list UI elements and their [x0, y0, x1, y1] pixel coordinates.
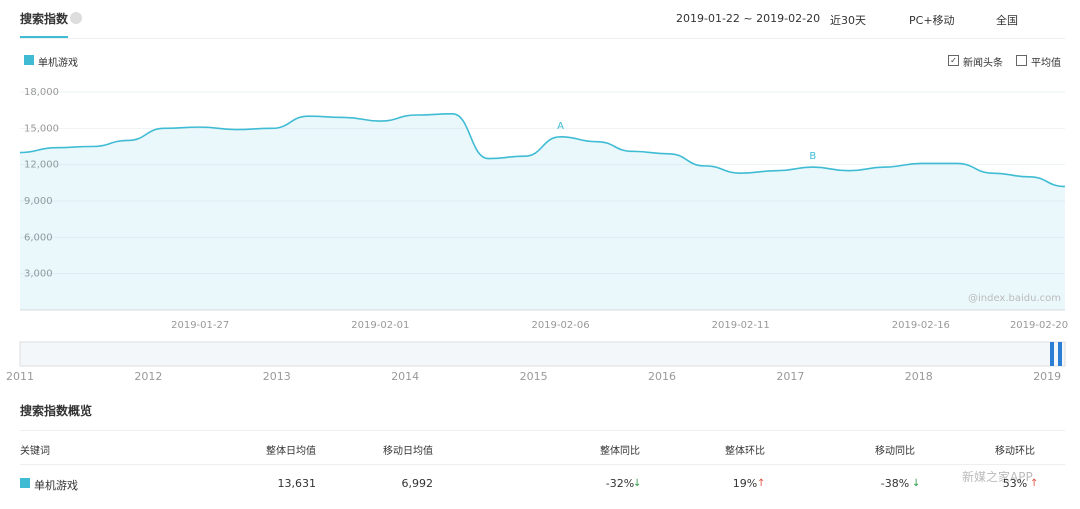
trend-arrow: ↑ [757, 478, 766, 489]
y-tick-label: 3,000 [24, 269, 53, 280]
checkbox[interactable]: ✓ [948, 55, 959, 66]
annotation: B [809, 151, 816, 162]
timeline-year: 2014 [391, 370, 419, 383]
watermark: @index.baidu.com [968, 293, 1061, 304]
x-tick-label: 2019-02-20 [1010, 320, 1068, 331]
column-header: 整体同比 [600, 446, 640, 457]
column-header: 移动环比 [995, 446, 1035, 457]
divider [20, 430, 1065, 431]
watermark: 新媒之家APP [962, 470, 1033, 484]
y-tick-label: 18,000 [24, 87, 59, 98]
x-tick-label: 2019-02-06 [531, 320, 589, 331]
chart: 3,000 6,000 9,000 12,000 15,000 18,000 2019-01… [6, 80, 1069, 383]
checkbox[interactable] [1016, 55, 1027, 66]
timeline-year: 2017 [776, 370, 804, 383]
trend-arrow: ↓ [912, 478, 921, 489]
timeline-year: 2013 [263, 370, 291, 383]
trend-arrow: ↓ [633, 478, 642, 489]
y-tick-label: 15,000 [24, 123, 59, 134]
x-tick-label: 2019-02-16 [892, 320, 950, 331]
timeline-handle[interactable] [1050, 342, 1054, 366]
overview-title: 搜索指数概览 [20, 404, 93, 418]
cell: 13,631 [277, 477, 317, 490]
area [20, 113, 1065, 310]
cell: 19% [732, 477, 758, 490]
line [19, 112, 1066, 188]
column-header: 关键词 [20, 446, 50, 457]
device-select[interactable]: PC+移动 [909, 14, 955, 27]
y-tick-label: 12,000 [24, 160, 59, 171]
x-tick-label: 2019-01-27 [171, 320, 229, 331]
timeline-year: 2015 [520, 370, 548, 383]
timeline-year: 2019 [1033, 370, 1061, 383]
period-select[interactable]: 近30天 [830, 14, 866, 27]
title: 搜索指数 [20, 12, 69, 26]
date-range[interactable]: 2019-01-22 ~ 2019-02-20 [676, 12, 821, 25]
timeline [19, 341, 1066, 367]
timeline-year: 2012 [134, 370, 162, 383]
cell: 6,992 [401, 477, 434, 490]
checkbox-label: 新闻头条 [963, 58, 1003, 69]
divider [20, 464, 1065, 465]
cell: 53% [1002, 477, 1028, 490]
x-tick-label: 2019-02-01 [351, 320, 409, 331]
timeline-handle[interactable] [1058, 342, 1062, 366]
x-tick-label: 2019-02-11 [712, 320, 770, 331]
timeline-year: 2016 [648, 370, 676, 383]
divider [20, 38, 1065, 39]
region-select[interactable]: 全国 [996, 14, 1018, 27]
plot-bg [20, 80, 1065, 310]
y-tick-label: 6,000 [24, 232, 53, 243]
checkbox-label: 平均值 [1031, 58, 1061, 69]
column-header: 移动日均值 [383, 446, 433, 457]
column-header: 移动同比 [875, 446, 915, 457]
timeline-year: 2018 [905, 370, 933, 383]
cell: 单机游戏 [34, 479, 78, 492]
annotation: A [557, 121, 564, 132]
row-swatch [20, 478, 30, 488]
tab-underline [20, 36, 68, 38]
help-icon[interactable] [70, 12, 82, 24]
y-tick-label: 9,000 [24, 196, 53, 207]
column-header: 整体日均值 [266, 446, 316, 457]
column-header: 整体环比 [725, 446, 765, 457]
cell: -38% [880, 477, 910, 490]
timeline-year: 2011 [6, 370, 34, 383]
cell: -32% [605, 477, 635, 490]
trend-arrow: ↑ [1030, 478, 1039, 489]
legend-label: 单机游戏 [38, 58, 78, 69]
legend-swatch [24, 55, 34, 65]
